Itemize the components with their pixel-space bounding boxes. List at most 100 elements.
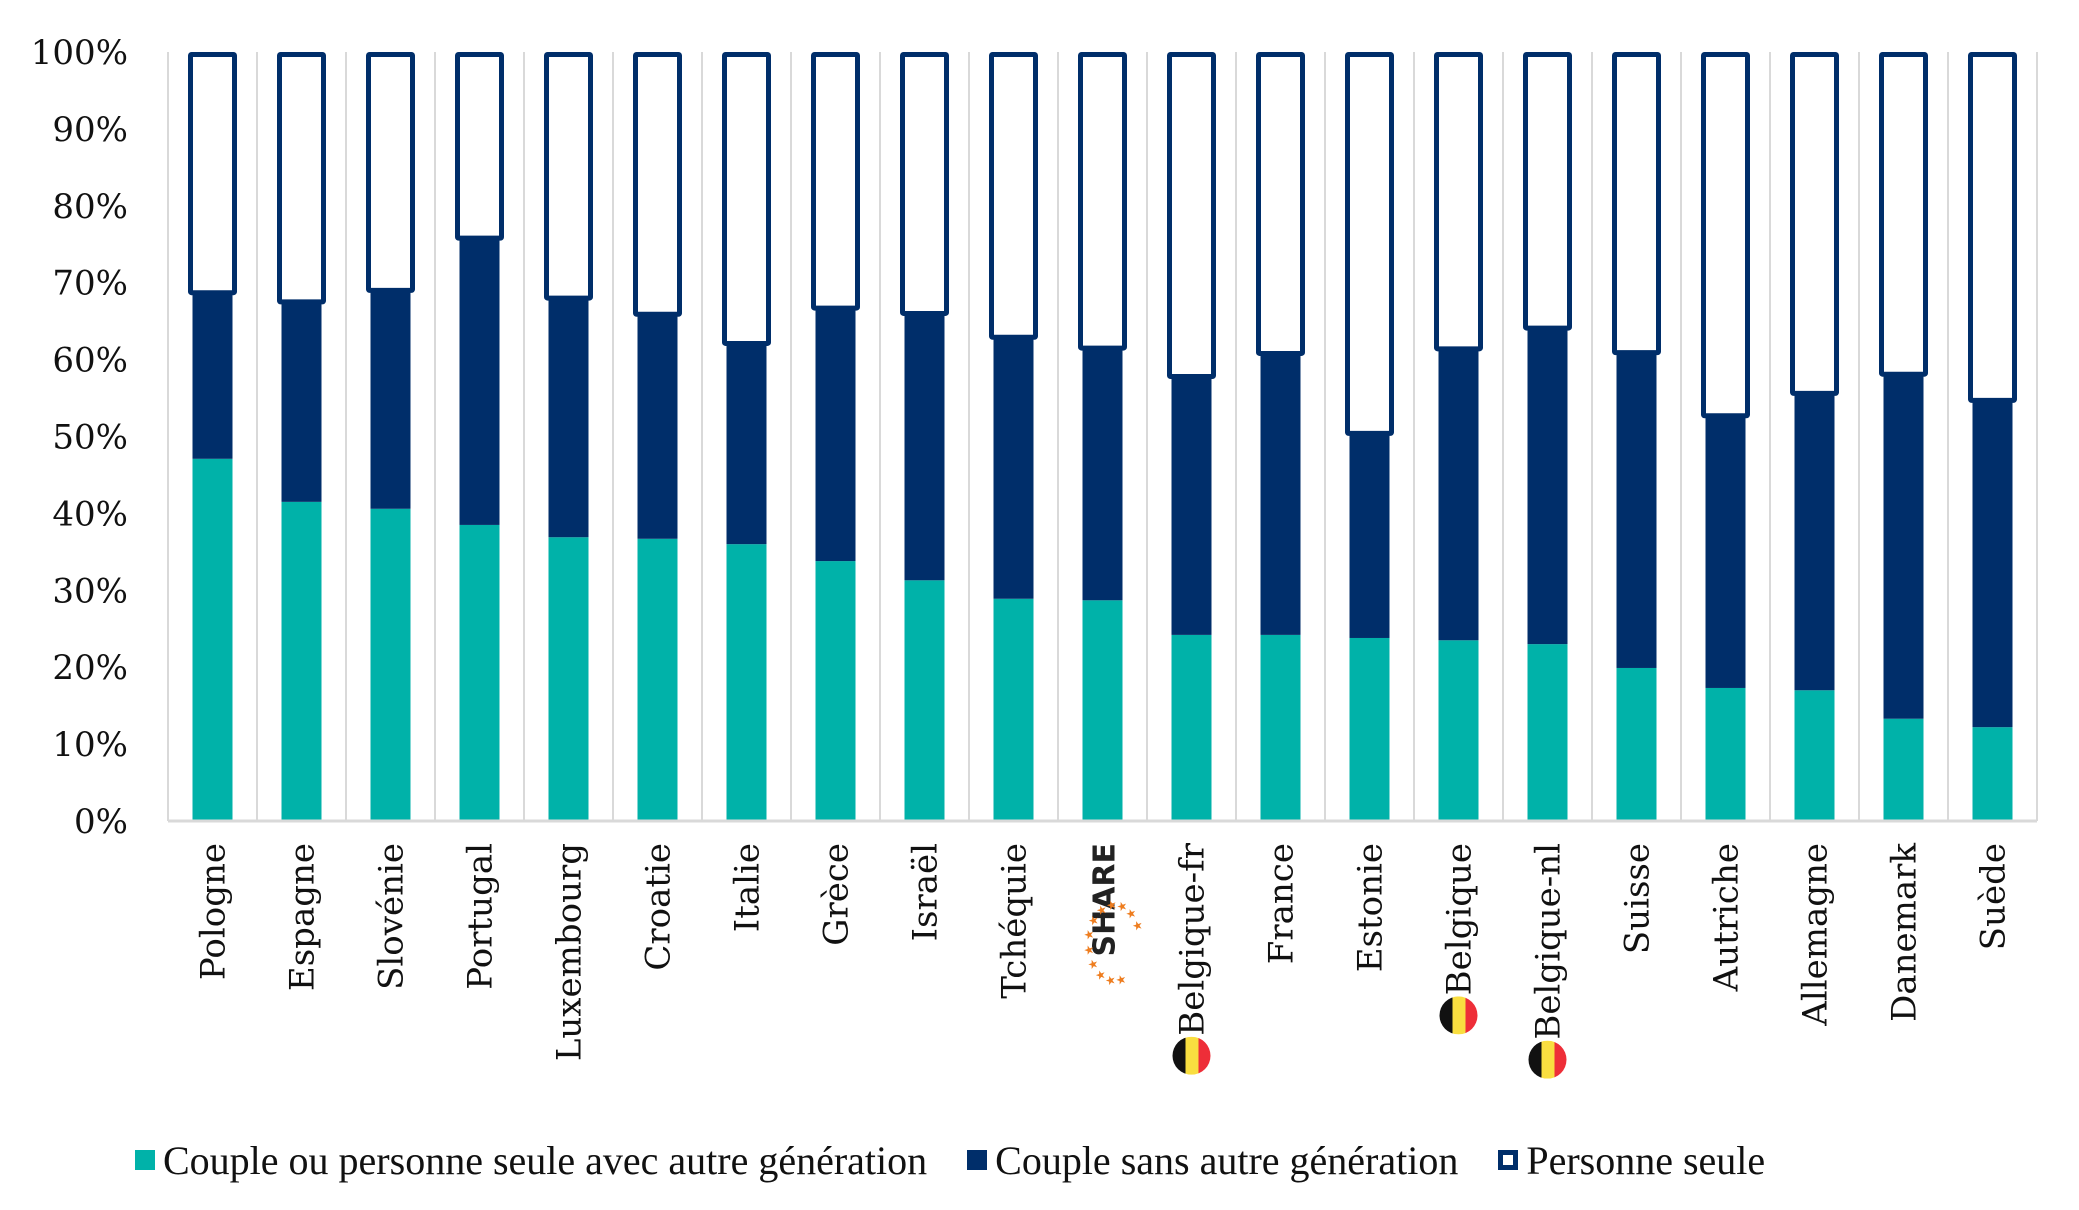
bar-segment-couple-without-other-generation bbox=[459, 238, 500, 525]
stacked-bar-chart: 0% 10% 20% 30% 40% 50% 60% 70% 80% 90% 100% Pologn… bbox=[31, 33, 2038, 1079]
x-tick-label: Grèce bbox=[817, 843, 857, 946]
bar-segment-couple-without-other-generation bbox=[1349, 433, 1390, 638]
bar-group bbox=[455, 52, 504, 821]
bar-segment-single-person bbox=[989, 52, 1038, 340]
bar-segment-couple-without-other-generation bbox=[1438, 348, 1479, 641]
bar-group bbox=[633, 52, 682, 821]
bar-segment-couple-without-other-generation bbox=[815, 308, 856, 562]
legend-item-with-other-generation: Couple ou personne seule avec autre géné… bbox=[135, 1137, 927, 1184]
x-tick-label: Estonie bbox=[1351, 843, 1391, 972]
star-icon: ★ bbox=[1114, 974, 1128, 985]
bar-segment-single-person bbox=[1701, 52, 1750, 419]
y-tick-label: 50% bbox=[52, 418, 128, 458]
legend-swatch-outline bbox=[1498, 1150, 1519, 1170]
bar-group bbox=[1879, 52, 1928, 821]
bar-segment-couple-without-other-generation bbox=[904, 313, 945, 581]
bar-group bbox=[1078, 52, 1127, 821]
bar-segment-single-person bbox=[1968, 52, 2017, 403]
star-icon: ★ bbox=[1103, 975, 1117, 986]
y-tick-label: 60% bbox=[52, 341, 128, 381]
bar-segment-with-other-generation bbox=[1349, 637, 1390, 821]
bar-segment-with-other-generation bbox=[1616, 667, 1657, 821]
bar-groups bbox=[188, 52, 2017, 821]
x-tick-label: Croatie bbox=[639, 843, 679, 971]
bar-segment-single-person bbox=[544, 52, 593, 301]
x-tick-label: Belgique bbox=[1440, 843, 1480, 995]
bar-segment-couple-without-other-generation bbox=[1527, 328, 1568, 645]
bar-segment-single-person bbox=[900, 52, 949, 316]
star-icon: ★ bbox=[1094, 970, 1108, 981]
x-tick-label: France bbox=[1262, 843, 1302, 964]
x-tick-label: Italie bbox=[728, 843, 768, 932]
x-tick-label: Belgique-nl bbox=[1529, 843, 1569, 1040]
bar-group bbox=[1434, 52, 1483, 821]
legend-item-single-person: Personne seule bbox=[1498, 1137, 1765, 1184]
bar-segment-single-person bbox=[1790, 52, 1839, 396]
star-icon: ★ bbox=[1086, 959, 1100, 970]
bar-segment-with-other-generation bbox=[1972, 727, 2013, 821]
x-tick-label: Suède bbox=[1974, 843, 2014, 950]
belgium-flag-icon bbox=[1172, 1036, 1211, 1075]
bar-segment-with-other-generation bbox=[192, 458, 233, 821]
bar-group bbox=[1968, 52, 2017, 821]
bar-segment-single-person bbox=[1167, 52, 1216, 380]
x-tick-label: Belgique-fr bbox=[1173, 842, 1213, 1035]
y-tick-label: 10% bbox=[52, 725, 128, 765]
bar-segment-couple-without-other-generation bbox=[1705, 415, 1746, 688]
bar-segment-single-person bbox=[366, 52, 415, 293]
bar-segment-with-other-generation bbox=[1527, 644, 1568, 821]
bar-segment-couple-without-other-generation bbox=[1794, 393, 1835, 691]
bar-segment-single-person bbox=[1345, 52, 1394, 436]
star-icon: ★ bbox=[1115, 901, 1129, 912]
star-icon: ★ bbox=[1124, 908, 1138, 919]
bar-group bbox=[188, 52, 237, 821]
legend-swatch-navy bbox=[967, 1150, 988, 1170]
y-tick-label: 70% bbox=[52, 264, 128, 304]
bar-segment-with-other-generation bbox=[281, 501, 322, 821]
bar-segment-with-other-generation bbox=[1794, 690, 1835, 821]
bar-segment-single-person bbox=[1256, 52, 1305, 356]
bar-group bbox=[722, 52, 771, 821]
star-icon: ★ bbox=[1086, 915, 1100, 926]
bar-group bbox=[1701, 52, 1750, 821]
y-tick-label: 0% bbox=[74, 802, 128, 842]
y-tick-label: 40% bbox=[52, 494, 128, 534]
bar-segment-couple-without-other-generation bbox=[1883, 374, 1924, 719]
x-tick-label: Israël bbox=[906, 843, 946, 941]
bar-group bbox=[1612, 52, 1661, 821]
x-tick-label: Tchéquie bbox=[995, 843, 1035, 999]
legend-label: Couple sans autre génération bbox=[995, 1137, 1459, 1183]
x-tick-label: Espagne bbox=[283, 843, 323, 991]
share-logo: SHARE ★★★★★★★★★★★★ bbox=[1082, 843, 1145, 986]
bar-segment-couple-without-other-generation bbox=[1082, 348, 1123, 601]
bar-segment-with-other-generation bbox=[637, 538, 678, 821]
x-tick-label: SHARE bbox=[1088, 843, 1123, 957]
bar-segment-couple-without-other-generation bbox=[993, 337, 1034, 599]
bar-segment-with-other-generation bbox=[1438, 640, 1479, 821]
bar-segment-single-person bbox=[633, 52, 682, 317]
bar-segment-couple-without-other-generation bbox=[1260, 353, 1301, 635]
bar-segment-single-person bbox=[1612, 52, 1661, 356]
bar-segment-couple-without-other-generation bbox=[726, 343, 767, 545]
bar-segment-with-other-generation bbox=[1082, 600, 1123, 821]
y-tick-label: 20% bbox=[52, 648, 128, 688]
x-tick-label: Luxembourg bbox=[550, 843, 590, 1061]
bar-segment-single-person bbox=[277, 52, 326, 305]
y-axis-tick-labels: 0% 10% 20% 30% 40% 50% 60% 70% 80% 90% 100% bbox=[31, 33, 128, 842]
bar-group bbox=[811, 52, 860, 821]
x-tick-label: Autriche bbox=[1707, 843, 1747, 992]
belgium-flag-icon bbox=[1439, 996, 1478, 1035]
bar-segment-with-other-generation bbox=[904, 580, 945, 821]
bar-group bbox=[1523, 52, 1572, 821]
star-icon: ★ bbox=[1094, 905, 1108, 916]
bar-segment-couple-without-other-generation bbox=[1616, 352, 1657, 668]
bar-segment-with-other-generation bbox=[1171, 634, 1212, 821]
x-tick-label: Danemark bbox=[1885, 843, 1925, 1022]
bar-segment-single-person bbox=[188, 52, 237, 296]
bar-group bbox=[1167, 52, 1216, 821]
legend: Couple ou personne seule avec autre géné… bbox=[0, 1130, 2079, 1190]
bar-segment-with-other-generation bbox=[726, 544, 767, 821]
belgium-flag-icon bbox=[1528, 1040, 1567, 1079]
y-tick-label: 80% bbox=[52, 187, 128, 227]
star-icon: ★ bbox=[1082, 945, 1096, 956]
